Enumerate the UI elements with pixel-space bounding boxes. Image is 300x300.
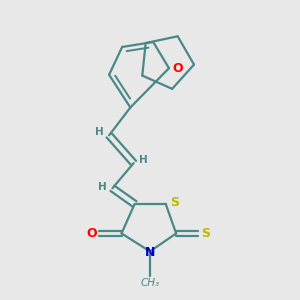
Text: S: S: [201, 227, 210, 240]
Text: H: H: [98, 182, 107, 192]
Text: O: O: [87, 227, 98, 240]
Text: N: N: [145, 246, 155, 259]
Text: H: H: [139, 155, 148, 166]
Text: O: O: [173, 62, 183, 75]
Text: S: S: [170, 196, 179, 209]
Text: H: H: [95, 127, 104, 137]
Text: CH₃: CH₃: [140, 278, 160, 288]
